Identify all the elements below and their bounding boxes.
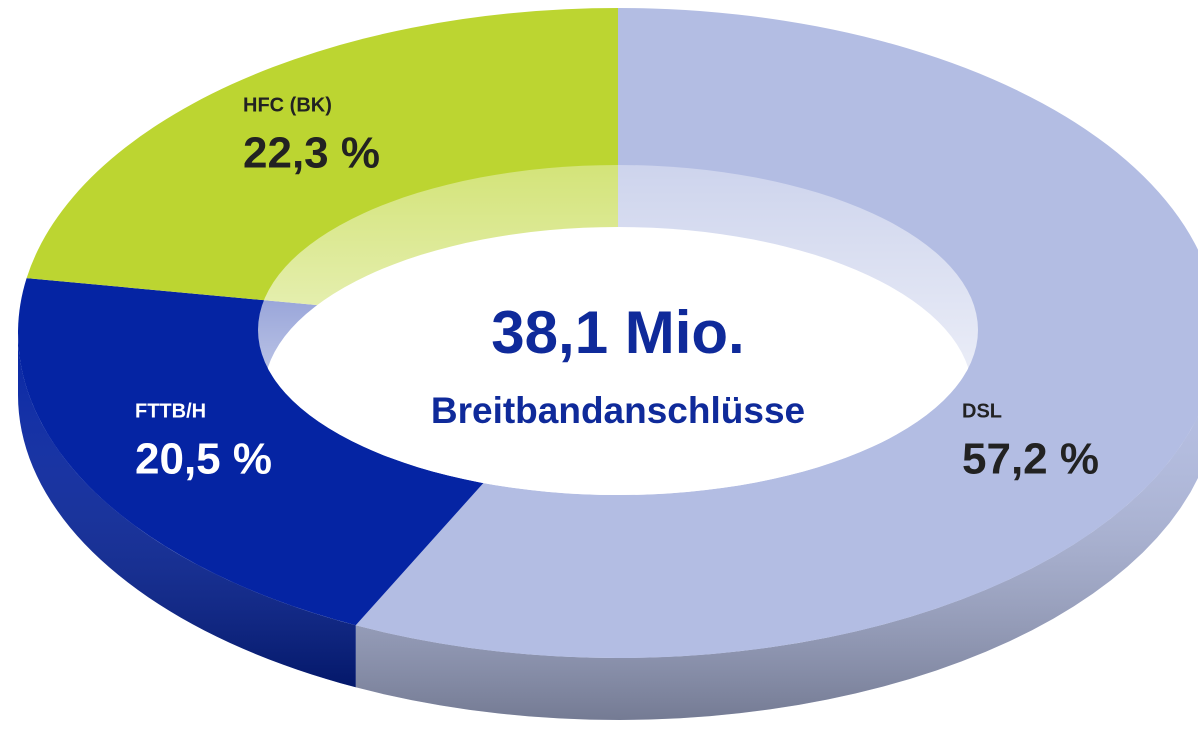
center-caption: Breitbandanschlüsse [431, 390, 805, 431]
slice-name: HFC (BK) [243, 94, 332, 116]
slice-side-shade [18, 333, 356, 688]
slice-value: 22,3 % [243, 129, 380, 178]
slice-value: 57,2 % [962, 435, 1099, 484]
slice-value: 20,5 % [135, 435, 272, 484]
slice-name: DSL [962, 400, 1002, 422]
center-total: 38,1 Mio. [491, 299, 744, 366]
slice-name: FTTB/H [135, 400, 206, 422]
slice-side-shade [355, 416, 1198, 720]
